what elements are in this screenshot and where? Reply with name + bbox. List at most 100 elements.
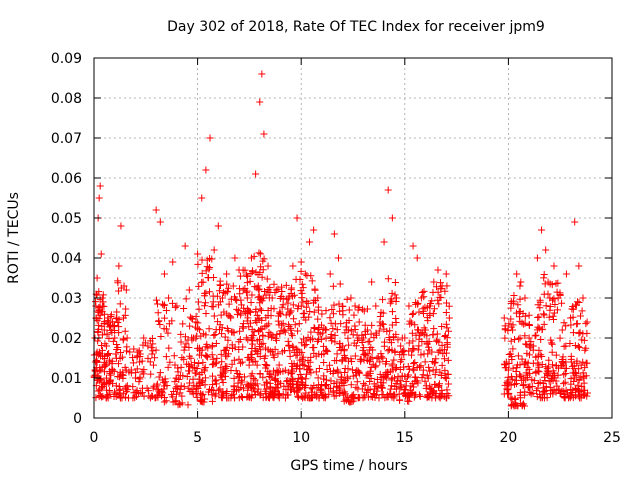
data-point [514, 301, 522, 309]
data-point [386, 391, 394, 399]
data-point [284, 391, 292, 399]
data-point [550, 262, 558, 270]
data-point [107, 326, 115, 334]
data-point [516, 307, 524, 315]
data-point [507, 350, 515, 358]
data-point [562, 370, 570, 378]
y-tick-label: 0.09 [51, 51, 82, 67]
data-point [538, 394, 546, 402]
y-tick-label: 0.01 [51, 371, 82, 387]
data-point [525, 351, 533, 359]
data-point [199, 359, 207, 367]
data-point [230, 329, 238, 337]
data-point [272, 286, 280, 294]
data-point [367, 363, 375, 371]
data-point [115, 329, 123, 337]
data-point [211, 377, 219, 385]
data-point [426, 367, 434, 375]
data-point [175, 376, 183, 384]
data-point [218, 330, 226, 338]
data-point [119, 336, 127, 344]
data-point [561, 378, 569, 386]
data-point [176, 400, 184, 408]
data-point [91, 366, 99, 374]
data-point [323, 346, 331, 354]
data-point [501, 334, 509, 342]
data-point [567, 321, 575, 329]
data-point [401, 389, 409, 397]
data-point [380, 325, 388, 333]
data-point [243, 317, 251, 325]
data-point [218, 294, 226, 302]
data-point [540, 274, 548, 282]
data-point [193, 393, 201, 401]
data-point [233, 310, 241, 318]
data-point [152, 296, 160, 304]
data-point [550, 309, 558, 317]
data-point [116, 385, 124, 393]
data-point [248, 337, 256, 345]
data-point [314, 336, 322, 344]
data-point [162, 378, 170, 386]
data-point [101, 310, 109, 318]
data-point [359, 346, 367, 354]
data-point [217, 371, 225, 379]
data-point [203, 352, 211, 360]
data-point [300, 342, 308, 350]
data-point [296, 385, 304, 393]
data-point [235, 373, 243, 381]
data-point [388, 308, 396, 316]
data-point [103, 330, 111, 338]
data-point [133, 365, 141, 373]
data-point [507, 337, 515, 345]
data-point [384, 186, 392, 194]
data-point [140, 392, 148, 400]
data-point [169, 299, 177, 307]
data-point [244, 314, 252, 322]
data-point [95, 315, 103, 323]
data-point [153, 382, 161, 390]
data-point [417, 294, 425, 302]
data-point [210, 312, 218, 320]
x-tick-label: 15 [396, 430, 414, 446]
data-point [204, 344, 212, 352]
data-point [202, 310, 210, 318]
data-point [576, 312, 584, 320]
data-point [275, 361, 283, 369]
data-point [385, 346, 393, 354]
data-point [176, 389, 184, 397]
data-point [583, 389, 591, 397]
data-point [532, 331, 540, 339]
data-point [117, 222, 125, 230]
data-point [95, 194, 103, 202]
data-point [396, 351, 404, 359]
data-point [293, 214, 301, 222]
data-point [562, 270, 570, 278]
data-point [433, 330, 441, 338]
data-point [569, 305, 577, 313]
data-point [112, 315, 120, 323]
data-point [379, 354, 387, 362]
y-tick-label: 0.03 [51, 291, 82, 307]
data-point [537, 351, 545, 359]
data-point [244, 272, 252, 280]
data-point [392, 330, 400, 338]
data-point [214, 318, 222, 326]
data-point [303, 271, 311, 279]
data-point [295, 384, 303, 392]
data-point [522, 369, 530, 377]
data-point [366, 369, 374, 377]
data-point [548, 340, 556, 348]
data-point [182, 295, 190, 303]
data-point [521, 319, 529, 327]
data-point [217, 311, 225, 319]
data-point [392, 298, 400, 306]
data-point [177, 330, 185, 338]
data-point [310, 226, 318, 234]
data-point [236, 336, 244, 344]
data-point [258, 70, 266, 78]
data-point [424, 317, 432, 325]
data-point [367, 330, 375, 338]
data-point [560, 380, 568, 388]
data-point [126, 348, 134, 356]
